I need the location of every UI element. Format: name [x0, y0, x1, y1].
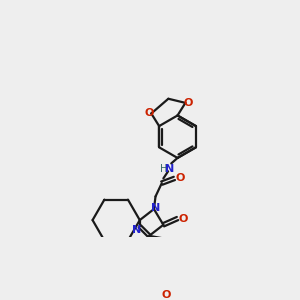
Text: O: O	[178, 214, 188, 224]
Text: N: N	[151, 202, 160, 212]
Text: N: N	[165, 164, 174, 174]
Text: O: O	[144, 109, 154, 118]
Text: O: O	[175, 173, 184, 183]
Text: H: H	[160, 164, 167, 174]
Text: N: N	[132, 225, 141, 235]
Text: O: O	[162, 290, 171, 300]
Text: O: O	[183, 98, 192, 108]
